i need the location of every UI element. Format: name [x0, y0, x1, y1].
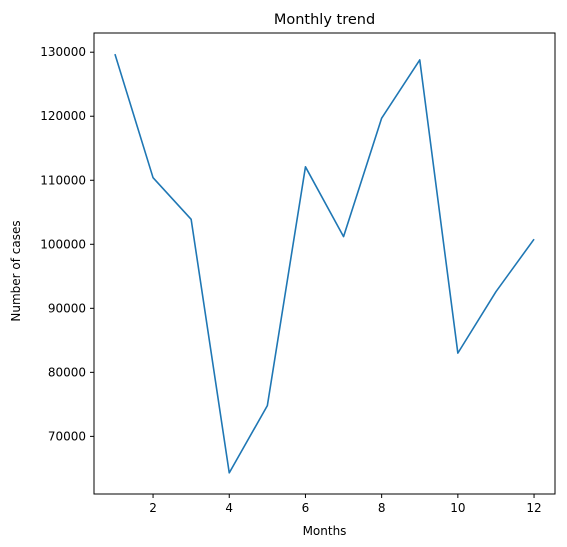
y-tick-label: 90000	[48, 301, 86, 315]
y-tick-label: 130000	[40, 45, 86, 59]
plot-area-frame	[93, 32, 556, 495]
x-tick-label: 10	[450, 501, 465, 515]
x-tick-label: 2	[149, 501, 157, 515]
y-tick-label: 100000	[40, 237, 86, 251]
y-tick-label: 110000	[40, 173, 86, 187]
x-tick-label: 12	[526, 501, 541, 515]
series-line	[114, 53, 535, 474]
x-tick-label: 8	[378, 501, 386, 515]
x-axis-ticks: 2 4 6 8 10 12	[149, 494, 542, 515]
x-tick-label: 6	[302, 501, 310, 515]
y-axis-label: Number of cases	[9, 220, 23, 321]
y-tick-label: 80000	[48, 365, 86, 379]
chart-title: Monthly trend	[274, 12, 375, 28]
y-axis-ticks: 70000 80000 90000 100000 110000 120000 130000	[40, 45, 94, 443]
y-tick-label: 70000	[48, 429, 86, 443]
y-tick-label: 120000	[40, 109, 86, 123]
x-tick-label: 4	[225, 501, 233, 515]
x-axis-label: Months	[303, 524, 347, 538]
